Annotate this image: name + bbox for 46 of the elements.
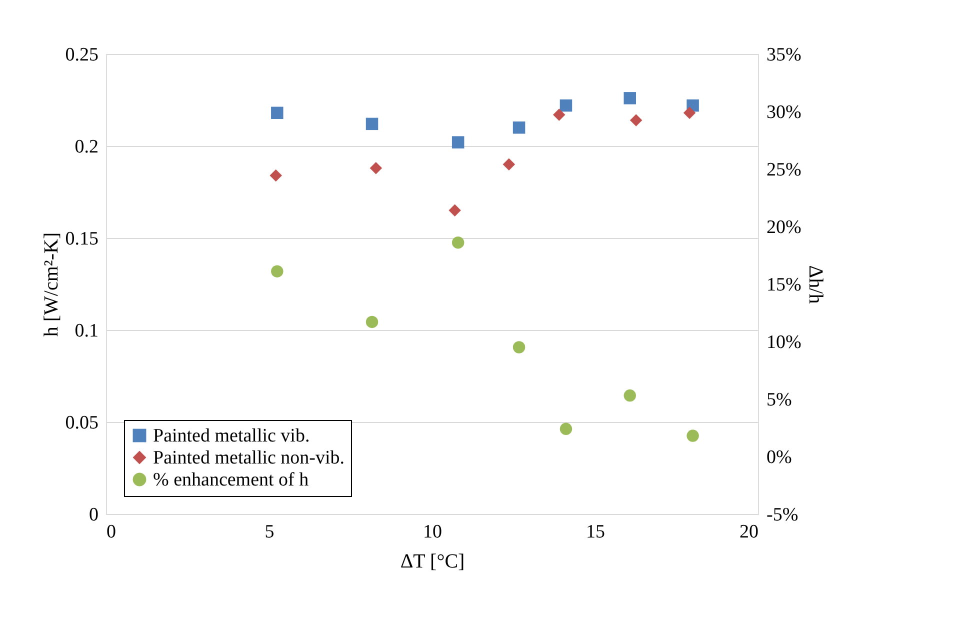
legend-label: % enhancement of h — [153, 470, 310, 490]
x-tick-label: 10 — [423, 522, 442, 542]
point — [686, 430, 699, 442]
point — [448, 204, 461, 217]
point — [366, 118, 378, 130]
y2-tick-label: 30% — [766, 102, 802, 123]
y2-axis-title: Δh/h — [804, 265, 826, 304]
point — [271, 106, 284, 120]
point — [512, 121, 526, 134]
x-tick-label: 0 — [106, 522, 116, 542]
y-tick-label: 0.2 — [74, 136, 98, 158]
legend-label: Painted metallic non-vib. — [153, 448, 345, 468]
y2-tick-label: 25% — [766, 160, 802, 180]
y2-tick-label: -5% — [766, 504, 798, 526]
point — [452, 136, 464, 148]
point — [630, 114, 642, 126]
y2-tick-label: 15% — [766, 274, 802, 296]
point — [366, 316, 378, 328]
y-axis-title: h [W/cm²-K] — [40, 232, 62, 337]
point — [560, 99, 572, 112]
point — [553, 108, 566, 121]
x-tick-label: 5 — [264, 522, 274, 542]
y-tick-label: 0.15 — [65, 228, 98, 250]
point — [624, 92, 636, 104]
point — [271, 265, 284, 278]
point — [624, 389, 636, 402]
y-tick-label: 0.25 — [65, 44, 98, 66]
y-tick-label: 0 — [89, 504, 98, 526]
point — [270, 169, 282, 182]
point — [452, 236, 464, 249]
point — [512, 341, 526, 354]
y-tick-label: 0.05 — [65, 412, 98, 434]
x-tick-label: 20 — [740, 522, 758, 542]
y2-tick-label: 20% — [766, 217, 802, 238]
y2-tick-label: 5% — [766, 390, 792, 410]
point — [560, 422, 572, 436]
y2-tick-label: 10% — [766, 332, 802, 353]
x-axis-title: ΔT [°C] — [400, 550, 465, 572]
x-tick-label: 15 — [586, 522, 605, 542]
legend-label: Painted metallic vib. — [153, 426, 310, 446]
point — [683, 106, 696, 120]
y-tick-label: 0.1 — [74, 320, 98, 342]
y2-tick-label: 0% — [766, 447, 792, 468]
point — [502, 158, 516, 171]
y2-tick-label: 35% — [766, 44, 802, 66]
point — [370, 162, 382, 174]
